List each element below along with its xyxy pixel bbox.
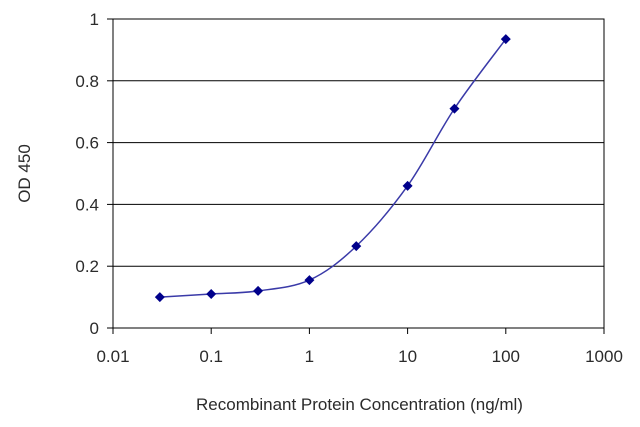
x-tick-label: 10 [398,347,417,366]
y-tick-label: 0.4 [75,195,99,214]
x-tick-label: 0.01 [96,347,129,366]
data-point [154,292,165,303]
data-point [351,241,362,252]
x-tick-label: 1000 [585,347,623,366]
x-axis-title: Recombinant Protein Concentration (ng/ml… [196,395,523,414]
x-tick-label: 100 [492,347,520,366]
plot-area-frame [112,18,605,329]
y-tick-label: 0 [90,319,99,338]
data-point [500,34,511,45]
data-point [206,289,217,300]
data-point [253,285,264,296]
y-tick-label: 0.6 [75,134,99,153]
y-tick-label: 1 [90,10,99,29]
data-point [449,103,460,114]
series-line [159,38,507,298]
y-tick-label: 0.8 [75,72,99,91]
data-point [402,180,413,191]
x-axis-ticks: 0.01 0.1 1 10 100 1000 [96,328,623,366]
grid-lines [113,80,604,267]
data-point [304,275,315,286]
y-axis-ticks: 0 0.2 0.4 0.6 0.8 1 [75,10,113,338]
y-tick-label: 0.2 [75,257,99,276]
y-axis-title: OD 450 [15,144,34,203]
x-tick-label: 1 [305,347,314,366]
data-points [154,34,511,303]
x-tick-label: 0.1 [199,347,223,366]
